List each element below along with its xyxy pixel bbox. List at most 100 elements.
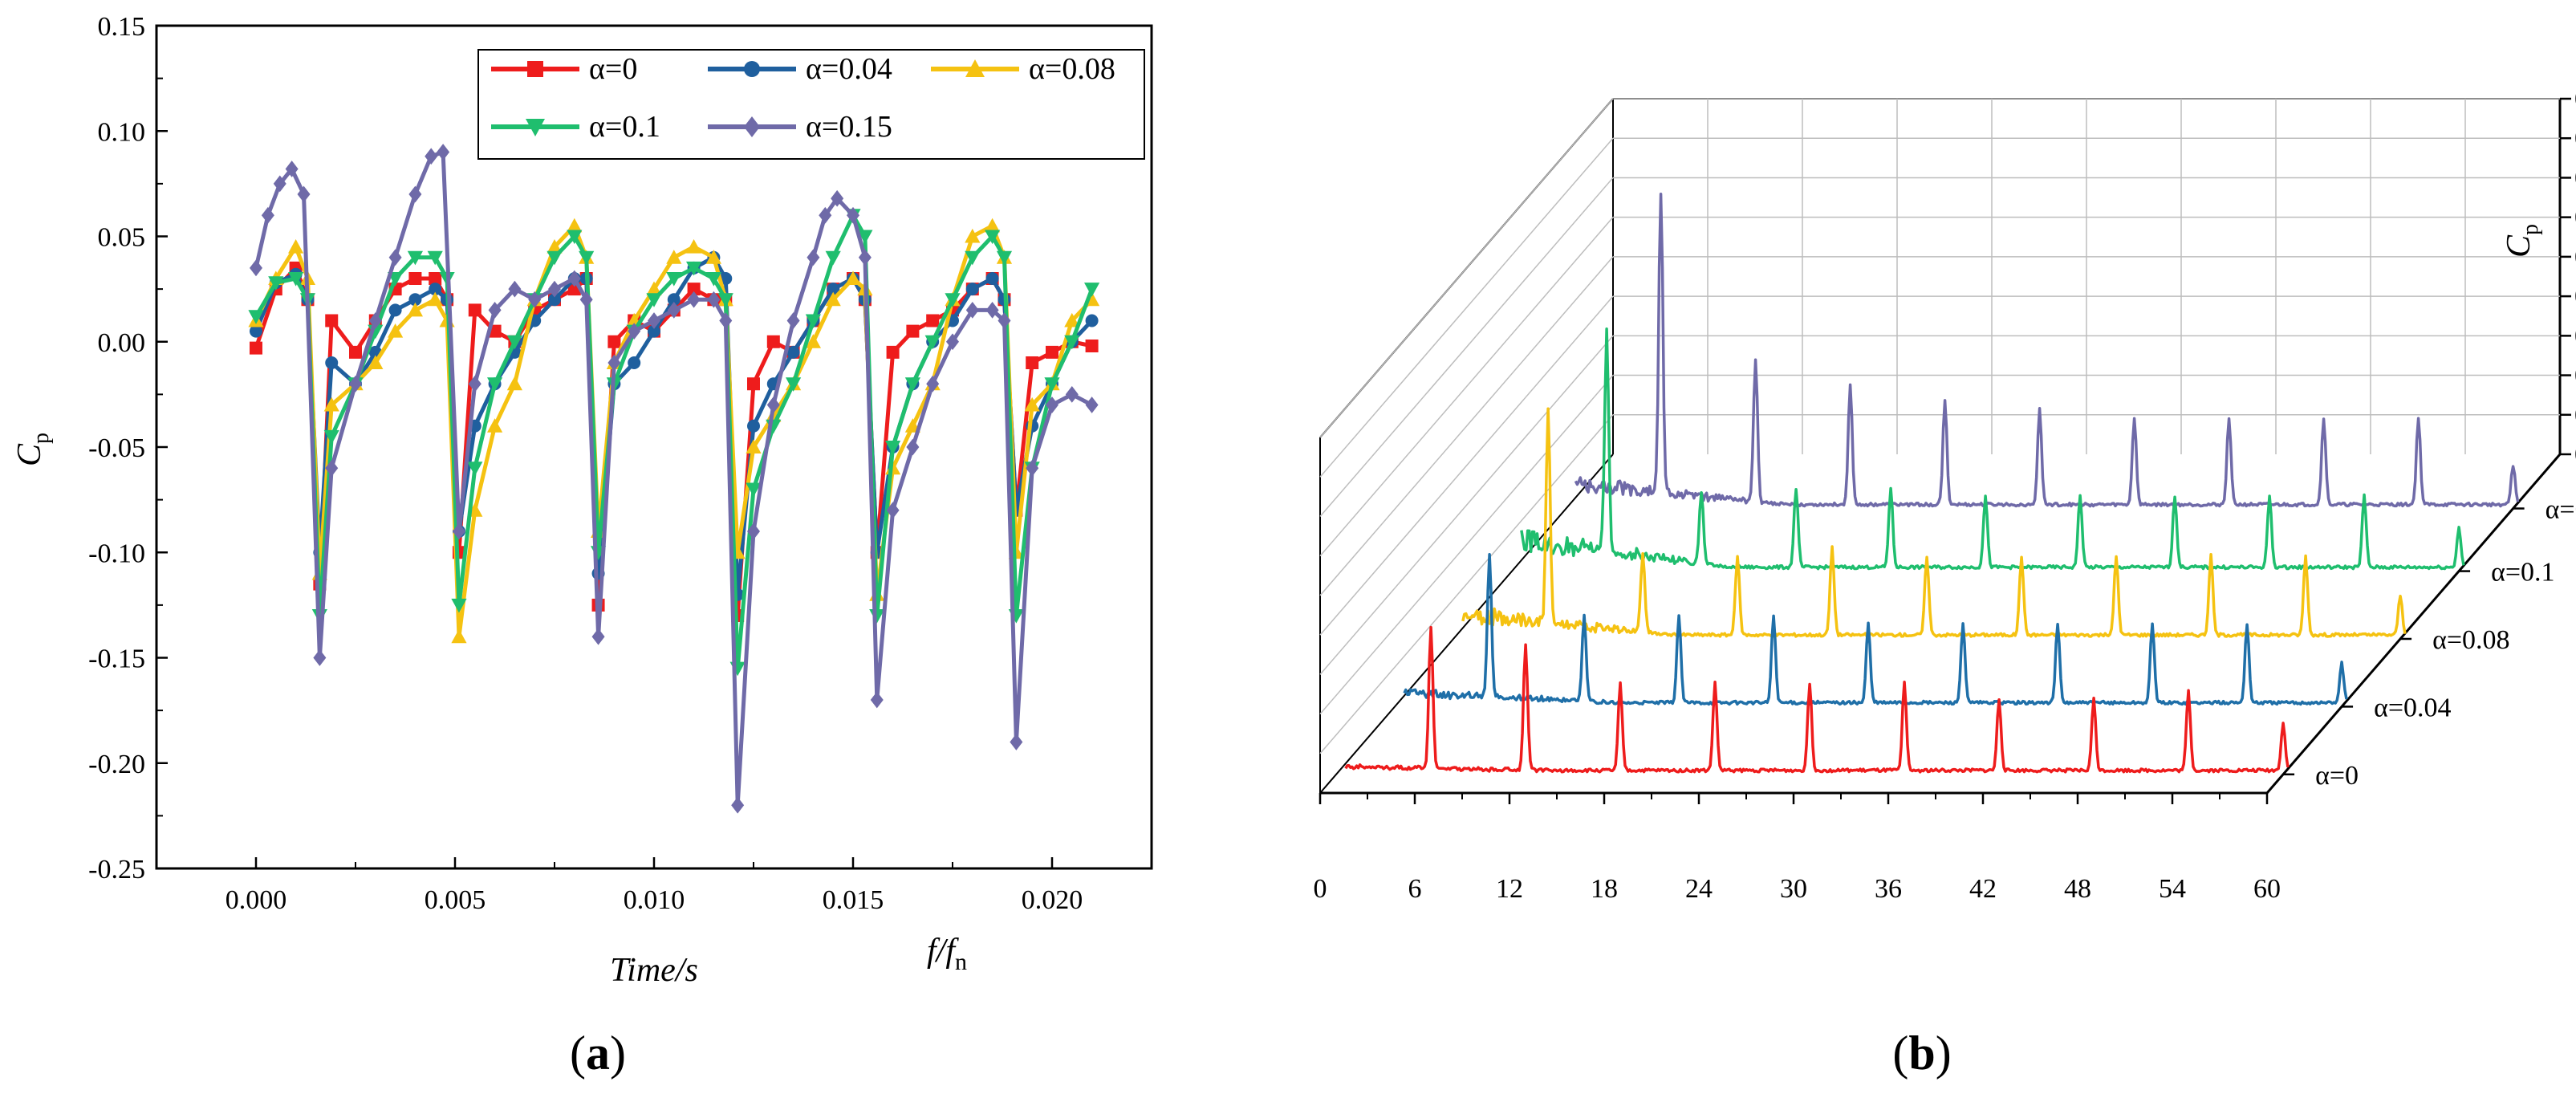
panel-a-data-point: [591, 628, 605, 645]
panel-a-data-point: [268, 276, 284, 291]
panel-a-data-point: [579, 291, 593, 308]
panel-a-data-point: [388, 249, 402, 266]
panel-b-depth-label: α=0.04: [2374, 693, 2452, 722]
panel-a-y-tick-label: 0.00: [98, 328, 146, 358]
panel-a-data-point: [408, 272, 422, 285]
panel-a-x-tick-label: 0.010: [624, 885, 685, 915]
panel-a-y-tick-label: -0.25: [88, 855, 145, 885]
panel-a-data-point: [1024, 396, 1040, 412]
panel-a-data-point: [388, 323, 404, 338]
panel-a-data-point: [313, 649, 327, 666]
panel-a-data-point: [250, 259, 262, 277]
panel-a-data-point: [487, 377, 503, 392]
panel-a-x-tick-label: 0.000: [226, 885, 287, 915]
panel-b-x-axis-label: f/fn: [927, 933, 967, 975]
panel-a-data-point: [1010, 734, 1023, 750]
panel-b-x-axis: 0 6 12 18 24 30 36 42 48 54 60: [1314, 793, 2281, 904]
panel-a-data-point: [248, 310, 264, 324]
panel-a-data-point: [886, 502, 900, 519]
panel-a-data-point: [261, 206, 274, 224]
panel-a-data-point: [686, 239, 702, 254]
panel-a-data-point: [827, 283, 840, 296]
panel-a-data-point: [468, 303, 481, 317]
panel-a-data-point: [388, 303, 402, 317]
panel-a-x-axis-label: Time/s: [610, 952, 698, 989]
panel-a-x-axis: 0.000 0.005 0.010 0.015 0.020: [156, 857, 1152, 915]
panel-a-data-point: [285, 161, 299, 177]
panel-b-grid-line: [1319, 256, 1614, 596]
panel-a-legend: α=0 α=0.04 α=0.08 α=0.1 α=0.15: [477, 49, 1145, 160]
panel-a-data-point: [847, 206, 859, 224]
panel-a-x-tick-label: 0.015: [823, 885, 884, 915]
panel-a-data-point: [719, 312, 733, 329]
panel-b-depth-label: α=0.1: [2491, 558, 2555, 588]
panel-a-data-point: [648, 312, 660, 329]
panel-a-data-point: [1085, 396, 1099, 413]
panel-a-legend-marker: [527, 61, 543, 77]
panel-a-data-point: [687, 291, 701, 308]
panel-a-data-point: [997, 312, 1011, 329]
panel-a-data-point: [273, 175, 286, 193]
panel-a-caption-letter: a: [586, 1027, 610, 1080]
panel-b-series-group: [1344, 192, 2520, 774]
panel-b-z-tick-label: 0.010: [2574, 361, 2576, 391]
panel-a-data-point: [766, 396, 780, 413]
panel-a-x-tick-label: 0.020: [1022, 885, 1083, 915]
panel-a-data-point: [687, 283, 701, 296]
panel-a-legend-marker: [965, 59, 985, 77]
panel-b-caption-letter: b: [1908, 1027, 1935, 1080]
panel-a-data-point: [819, 206, 832, 224]
panel-a-data-point: [1084, 283, 1100, 297]
panel-a-data-point: [368, 312, 382, 329]
panel-a-data-point: [786, 377, 802, 392]
panel-a-data-point: [666, 250, 682, 264]
panel-a-data-point: [325, 356, 339, 369]
panel-a-data-point: [946, 333, 959, 351]
panel-a-data-point: [323, 396, 339, 412]
panel-b-z-tick-label: 0.040: [2574, 124, 2576, 153]
panel-a-data-point: [1026, 356, 1039, 369]
panel-b-grid-line: [1319, 295, 1614, 636]
panel-a-data-point: [857, 230, 873, 245]
panel-a-data-point: [825, 291, 841, 307]
panel-b-x-tick-label: 6: [1408, 874, 1422, 904]
panel-a-legend-marker: [744, 61, 760, 77]
panel-a-data-point: [965, 283, 979, 296]
panel-b-x-tick-label: 36: [1875, 874, 1902, 904]
panel-a-y-axis-label: Cp: [11, 433, 54, 466]
panel-a-data-point: [731, 796, 745, 814]
panel-a-data-point: [766, 335, 780, 348]
panel-a-data-point: [858, 249, 872, 266]
panel-a-data-point: [546, 239, 563, 254]
panel-a-data-point: [488, 301, 502, 319]
panel-a-data-point: [1085, 314, 1099, 327]
panel-a-data-point: [945, 293, 961, 307]
panel-a-data-point: [996, 250, 1013, 266]
panel-a-data-point: [323, 429, 339, 445]
panel-a-data-point: [707, 291, 721, 308]
panel-a-data-point: [985, 218, 1001, 233]
panel-b-caption: (b): [1892, 1027, 1951, 1080]
panel-a-y-tick-label: 0.15: [98, 12, 146, 42]
panel-a-data-point: [548, 280, 561, 298]
panel-a-data-point: [368, 355, 384, 369]
panel-b-z-axis: 0.045 0.040 0.035 0.030 0.025 0.020 0.015 0.010…: [2560, 84, 2576, 470]
panel-a-data-point: [567, 230, 583, 245]
panel-a-data-point: [786, 312, 800, 329]
panel-a-legend-label: α=0.1: [589, 110, 660, 144]
panel-a-data-point: [985, 272, 999, 285]
panel-a-y-axis-label-sub: p: [29, 433, 54, 444]
panel-a-data-point: [965, 228, 981, 243]
panel-b-grid-line: [1319, 137, 1614, 478]
panel-b-series-line-0: [1344, 625, 2290, 774]
panel-b-x-tick-label: 30: [1780, 874, 1807, 904]
panel-a-legend-item-3: α=0.1: [491, 110, 660, 144]
panel-b-z-tick-label: 0.015: [2574, 321, 2576, 351]
panel-b-z-axis-label: Cp: [2501, 224, 2543, 258]
panel-a-data-point: [297, 185, 311, 203]
panel-b-depth-label: α=0: [2315, 761, 2359, 791]
panel-a-legend-box: [477, 49, 1145, 160]
panel-b-z-tick-label: 0.030: [2574, 203, 2576, 233]
panel-b-frame-edge: [1319, 453, 1614, 794]
